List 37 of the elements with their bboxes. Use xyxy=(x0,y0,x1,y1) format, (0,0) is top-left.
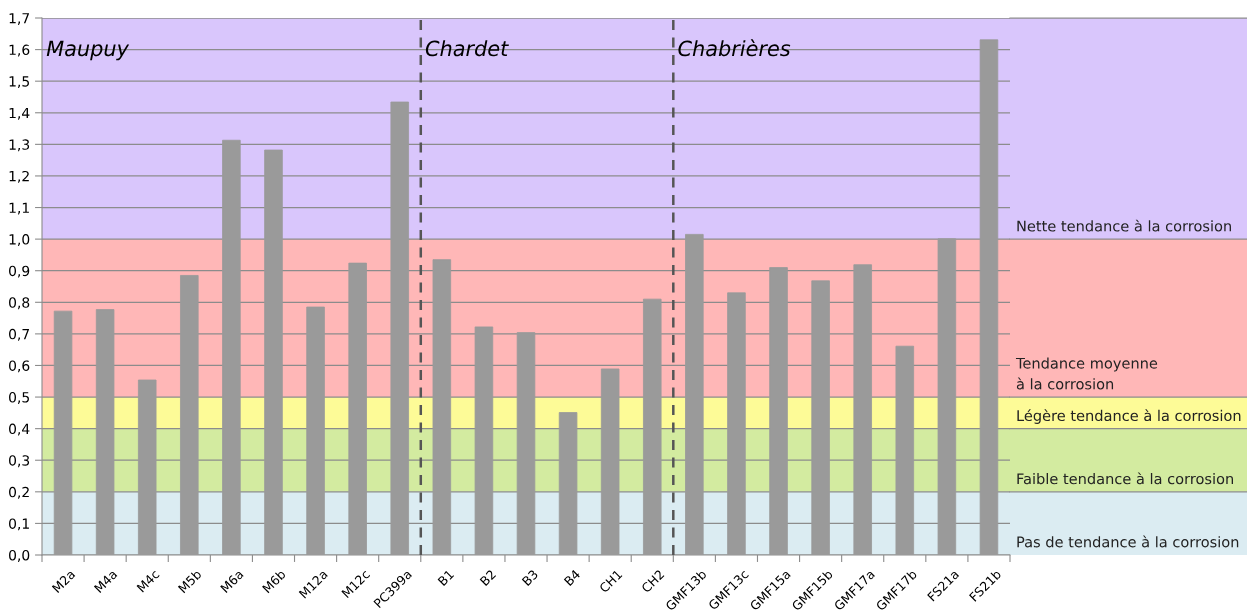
y-tick-label: 0,4 xyxy=(9,423,30,436)
x-tick-label: M6a xyxy=(220,569,244,594)
y-tick-label: 0,7 xyxy=(9,328,30,341)
annotation: Chabrières xyxy=(678,39,791,57)
y-tick-label: 0,1 xyxy=(9,518,29,531)
band-label: Tendance moyenne à la corrosion xyxy=(1015,357,1158,390)
band-label: Pas de tendance à la corrosion xyxy=(1017,535,1239,548)
y-tick-label: 0,8 xyxy=(9,297,30,310)
y-tick-label: 1,3 xyxy=(9,139,30,152)
y-tick-label: 0,5 xyxy=(9,392,29,404)
y-tick-label: 1,0 xyxy=(9,234,30,247)
x-tick-label: M5b xyxy=(177,568,202,594)
band-label: Légère tendance à la corrosion xyxy=(1017,409,1241,424)
y-tick-label: 0,6 xyxy=(9,360,30,373)
y-tick-label: 1,1 xyxy=(9,202,29,215)
y-tick-label: 0,0 xyxy=(9,549,30,562)
x-tick-label: B3 xyxy=(521,569,539,587)
x-tick-label: M6b xyxy=(261,568,287,594)
x-tick-label: CH1 xyxy=(598,569,623,594)
x-tick-label: B4 xyxy=(563,569,581,586)
y-tick-label: 1,4 xyxy=(9,107,30,120)
x-tick-label: B2 xyxy=(479,569,497,586)
y-tick-label: 1,5 xyxy=(9,76,29,89)
y-tick-label: 0,2 xyxy=(9,486,29,499)
y-tick-label: 0,3 xyxy=(9,455,30,468)
annotation: Chardet xyxy=(425,40,509,57)
band-label: Faible tendance à la corrosion xyxy=(1017,472,1233,485)
x-tick-label: B1 xyxy=(437,569,455,586)
annotation: Maupuy xyxy=(46,40,130,61)
y-tick-label: 1,7 xyxy=(9,13,30,25)
x-tick-label: M2a xyxy=(51,569,76,594)
band-label: Nette tendance à la corrosion xyxy=(1017,219,1231,232)
y-tick-label: 1,2 xyxy=(9,170,29,183)
x-tick-label: M4c xyxy=(136,569,160,593)
y-tick-label: 0,9 xyxy=(9,265,30,278)
x-tick-label: M4a xyxy=(93,569,118,594)
y-tick-label: 1,6 xyxy=(9,44,30,57)
